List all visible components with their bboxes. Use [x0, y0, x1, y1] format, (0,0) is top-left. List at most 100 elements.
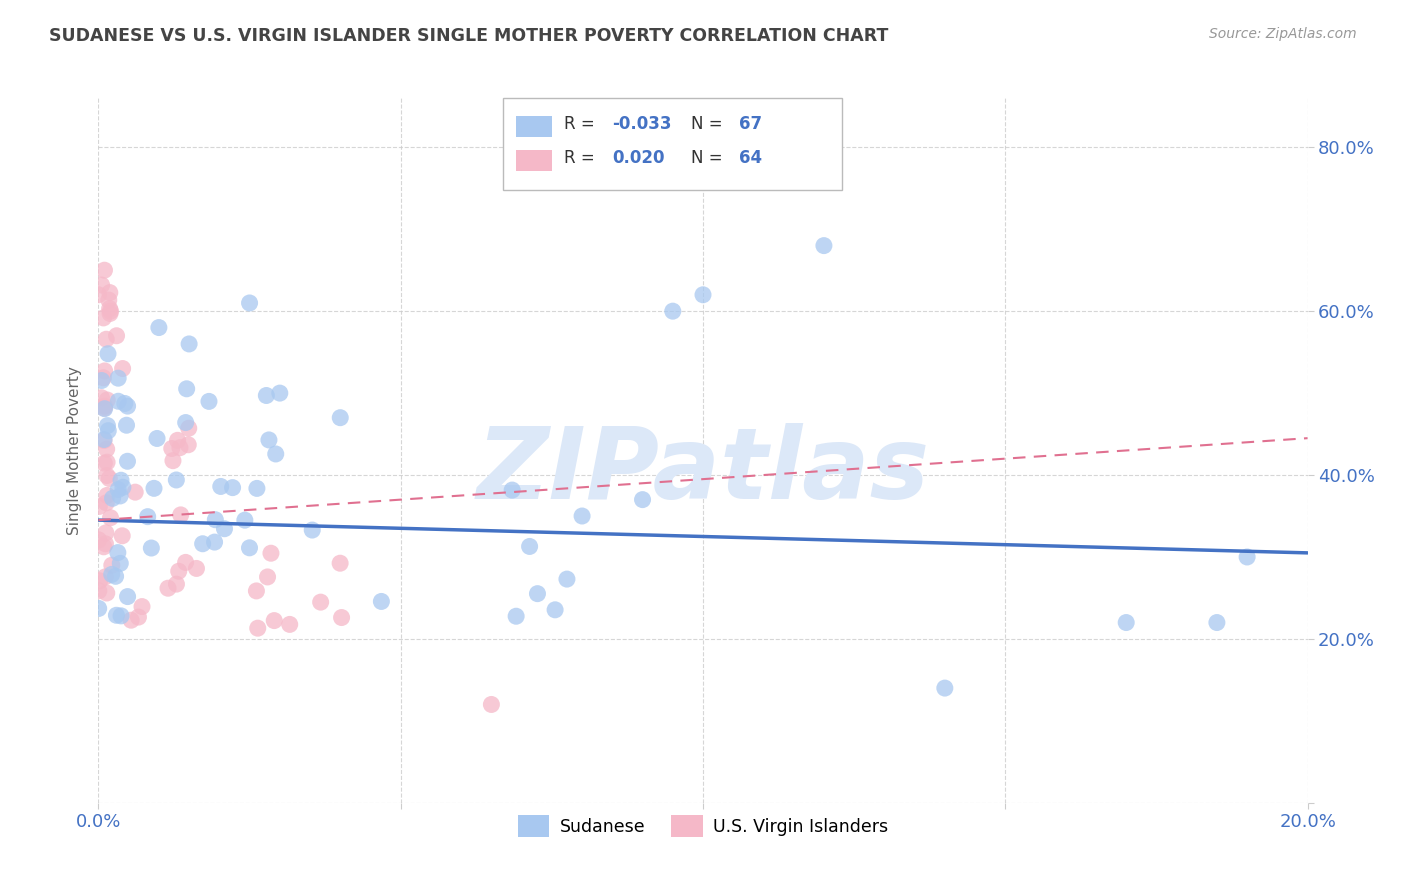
- Point: [239, 296, 262, 310]
- Point: [1115, 615, 1137, 630]
- Point: [245, 583, 267, 598]
- Point: [97, 347, 120, 361]
- Point: [204, 513, 226, 527]
- Point: [96, 392, 118, 407]
- Point: [120, 613, 142, 627]
- Point: [934, 681, 956, 695]
- FancyBboxPatch shape: [503, 98, 842, 190]
- Point: [117, 454, 139, 468]
- Point: [107, 394, 129, 409]
- Text: R =: R =: [564, 115, 600, 133]
- Point: [264, 447, 287, 461]
- Point: [166, 434, 188, 448]
- Point: [96, 332, 118, 346]
- Point: [165, 473, 187, 487]
- Point: [191, 537, 214, 551]
- Text: ZIPatlas: ZIPatlas: [477, 423, 929, 520]
- Point: [254, 388, 277, 402]
- Y-axis label: Single Mother Poverty: Single Mother Poverty: [67, 366, 83, 535]
- Point: [370, 594, 392, 608]
- Point: [93, 364, 115, 378]
- Point: [246, 482, 269, 496]
- Point: [93, 310, 115, 325]
- Point: [94, 570, 117, 584]
- Point: [111, 480, 134, 494]
- Point: [555, 572, 578, 586]
- Point: [174, 555, 197, 569]
- Point: [278, 617, 301, 632]
- Text: N =: N =: [690, 149, 728, 167]
- Text: 64: 64: [740, 149, 762, 167]
- Point: [544, 603, 567, 617]
- Point: [146, 432, 169, 446]
- Point: [93, 540, 115, 554]
- Point: [1236, 549, 1258, 564]
- Point: [100, 304, 122, 318]
- Point: [519, 540, 541, 554]
- Legend: Sudanese, U.S. Virgin Islanders: Sudanese, U.S. Virgin Islanders: [510, 808, 896, 844]
- Point: [160, 442, 183, 456]
- Point: [233, 513, 256, 527]
- Point: [571, 508, 593, 523]
- Point: [165, 577, 187, 591]
- Point: [141, 541, 163, 555]
- Point: [179, 337, 201, 351]
- Point: [90, 278, 112, 293]
- Point: [136, 509, 159, 524]
- Point: [90, 391, 112, 405]
- Point: [101, 558, 124, 573]
- Point: [100, 510, 122, 524]
- Point: [329, 410, 352, 425]
- Point: [256, 570, 278, 584]
- Point: [108, 489, 131, 503]
- Point: [186, 561, 208, 575]
- Point: [692, 287, 714, 301]
- Point: [238, 541, 260, 555]
- Point: [90, 374, 112, 388]
- Point: [101, 491, 124, 506]
- Point: [124, 485, 146, 500]
- Point: [117, 590, 139, 604]
- Point: [87, 287, 110, 301]
- Point: [93, 371, 115, 385]
- Point: [93, 263, 115, 277]
- FancyBboxPatch shape: [516, 150, 551, 170]
- Point: [105, 328, 128, 343]
- Point: [301, 523, 323, 537]
- Point: [87, 533, 110, 547]
- Point: [309, 595, 332, 609]
- Point: [110, 557, 132, 571]
- Point: [127, 610, 149, 624]
- Point: [110, 608, 132, 623]
- Point: [257, 433, 280, 447]
- Point: [260, 546, 283, 560]
- Point: [148, 320, 170, 334]
- Text: R =: R =: [564, 149, 600, 167]
- Point: [96, 418, 118, 433]
- Point: [263, 614, 285, 628]
- Point: [107, 371, 129, 385]
- Point: [167, 564, 190, 578]
- Point: [162, 453, 184, 467]
- Point: [96, 488, 118, 502]
- Point: [174, 416, 197, 430]
- Point: [204, 535, 226, 549]
- Point: [98, 306, 121, 320]
- Point: [526, 587, 548, 601]
- Point: [176, 382, 198, 396]
- Point: [209, 479, 232, 493]
- Point: [246, 621, 269, 635]
- Point: [169, 441, 191, 455]
- FancyBboxPatch shape: [516, 116, 551, 136]
- Point: [93, 433, 115, 447]
- Point: [96, 455, 118, 469]
- Point: [156, 581, 179, 595]
- Point: [94, 537, 117, 551]
- Point: [505, 609, 527, 624]
- Point: [214, 522, 236, 536]
- Point: [87, 601, 110, 615]
- Point: [96, 496, 118, 510]
- Point: [117, 399, 139, 413]
- Point: [98, 285, 121, 300]
- Point: [100, 567, 122, 582]
